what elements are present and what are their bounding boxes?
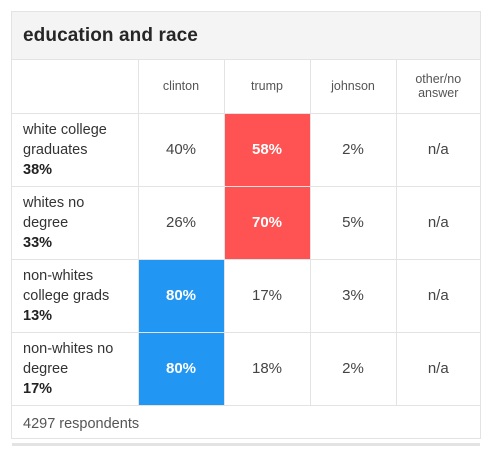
value-cell-other: n/a — [396, 186, 480, 260]
row-label-header — [12, 60, 139, 114]
value-cell-trump: 18% — [224, 332, 311, 406]
value-cell-johnson: 2% — [310, 113, 397, 187]
group-share: 38% — [23, 161, 53, 178]
exit-poll-card: education and race clinton trump johnson… — [11, 11, 481, 446]
value-cell-clinton: 40% — [138, 113, 225, 187]
respondents-count: 4297 respondents — [23, 416, 140, 432]
column-header-row: clinton trump johnson other/no answer — [12, 60, 480, 114]
value-cell-trump: 17% — [224, 259, 311, 333]
card-title: education and race — [23, 24, 198, 46]
value-cell-trump: 58% — [224, 113, 311, 187]
value-cell-other: n/a — [396, 113, 480, 187]
group-share: 33% — [23, 234, 53, 251]
table-row: white college graduates 38% 40% 58% 2% n/a — [12, 113, 480, 187]
column-header-johnson: johnson — [310, 60, 397, 114]
respondents-footer: 4297 respondents — [12, 406, 480, 446]
value-cell-trump: 70% — [224, 186, 311, 260]
results-table: clinton trump johnson other/no answer wh… — [12, 60, 480, 406]
group-label: whites no degree — [23, 194, 85, 231]
value-cell-clinton: 80% — [138, 259, 225, 333]
value-cell-clinton: 80% — [138, 332, 225, 406]
table-row: non-whites college grads 13% 80% 17% 3% n/a — [12, 259, 480, 333]
group-cell: whites no degree 33% — [12, 186, 139, 260]
value-cell-johnson: 3% — [310, 259, 397, 333]
group-share: 17% — [23, 380, 53, 397]
value-cell-other: n/a — [396, 332, 480, 406]
table-row: non-whites no degree 17% 80% 18% 2% n/a — [12, 332, 480, 406]
column-header-clinton: clinton — [138, 60, 225, 114]
value-cell-johnson: 5% — [310, 186, 397, 260]
column-header-trump: trump — [224, 60, 311, 114]
group-cell: non-whites college grads 13% — [12, 259, 139, 333]
column-header-other: other/no answer — [396, 60, 480, 114]
group-label: non-whites college grads — [23, 267, 110, 304]
group-label: non-whites no degree — [23, 340, 114, 377]
group-cell: white college graduates 38% — [12, 113, 139, 187]
value-cell-johnson: 2% — [310, 332, 397, 406]
table-row: whites no degree 33% 26% 70% 5% n/a — [12, 186, 480, 260]
group-label: white college graduates — [23, 121, 107, 158]
card-header: education and race — [12, 12, 480, 60]
value-cell-clinton: 26% — [138, 186, 225, 260]
group-share: 13% — [23, 307, 53, 324]
group-cell: non-whites no degree 17% — [12, 332, 139, 406]
value-cell-other: n/a — [396, 259, 480, 333]
